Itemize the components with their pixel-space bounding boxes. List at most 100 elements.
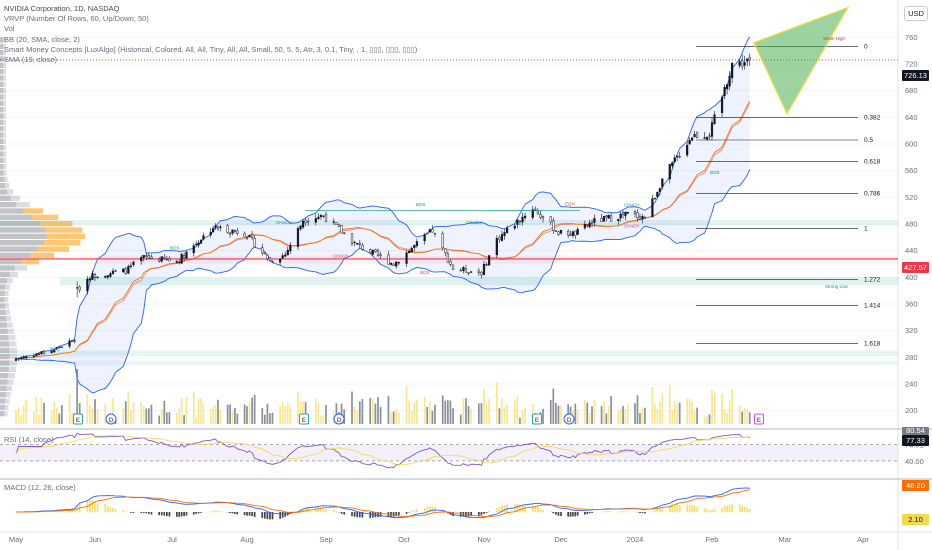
vrvp-bar-up (7, 189, 14, 195)
volume-bar (586, 402, 589, 424)
volume-bar (17, 407, 20, 424)
volume-bar (243, 404, 246, 424)
volume-bar (639, 413, 641, 424)
vrvp-bar-down (0, 202, 17, 208)
time-axis-tick: Sep (319, 535, 332, 544)
candle-body (536, 210, 539, 215)
macd-histogram-bar (741, 505, 744, 513)
smc-label: CHoCH (624, 203, 640, 208)
candle-body (691, 137, 694, 141)
macd-histogram-bar (584, 512, 586, 515)
candle-body (748, 57, 751, 61)
candle-body (500, 234, 504, 241)
macd-histogram-bar (214, 510, 217, 513)
volume-bar (35, 396, 38, 424)
volume-bar (183, 415, 185, 424)
candle-body (728, 75, 731, 87)
macd-histogram-bar (557, 512, 560, 516)
candle-body (600, 218, 603, 223)
volume-bar (212, 407, 214, 424)
macd-histogram-bar (253, 512, 256, 517)
macd-histogram-bar (200, 512, 202, 513)
volume-bar (748, 412, 751, 424)
candle-body (147, 255, 151, 259)
volume-bar (251, 397, 253, 424)
macd-pane (15, 487, 751, 520)
volume-bar (691, 401, 693, 424)
vrvp-bar-up (8, 373, 15, 379)
time-axis-tick: Jun (89, 535, 101, 544)
currency-button[interactable]: USD (904, 6, 928, 21)
vrvp-bar-down (0, 170, 4, 176)
candle-body (53, 349, 56, 353)
macd-histogram-bar (142, 512, 145, 513)
candle-body (358, 242, 361, 245)
volume-bar (297, 391, 299, 424)
macd-histogram-bar (68, 510, 71, 513)
candle-body (602, 216, 606, 222)
vrvp-bar-up (32, 214, 59, 220)
vrvp-bar-up (21, 259, 40, 265)
candle-body (185, 251, 188, 259)
candle-body (513, 225, 516, 229)
volume-bar (465, 398, 467, 424)
macd-label[interactable]: MACD (12, 26, close) (4, 483, 76, 492)
smc-label: Weak High (823, 36, 845, 41)
macd-histogram-bar (605, 511, 608, 513)
volume-bar (741, 411, 744, 424)
candle-body (523, 215, 527, 219)
macd-histogram-bar (728, 505, 731, 513)
vrvp-bar-up (3, 170, 7, 176)
rsi-label[interactable]: RSI (14, close) (4, 435, 54, 444)
macd-histogram-bar (586, 512, 589, 514)
candle-body (317, 216, 320, 220)
candle-body (431, 228, 434, 233)
candle-body (340, 224, 343, 234)
vrvp-bar-down (0, 50, 4, 56)
vrvp-bar-up (6, 322, 13, 328)
macd-histogram-bar (180, 512, 183, 517)
macd-histogram-bar (58, 510, 61, 513)
candle-body (150, 256, 153, 259)
vrvp-bar-down (0, 347, 10, 353)
volume-bar (555, 402, 557, 424)
macd-histogram-bar (377, 512, 379, 518)
rsi-value-tag: 77.33 (902, 435, 929, 446)
volume-bar (423, 397, 426, 424)
vrvp-bar-down (0, 138, 4, 144)
candle-body (444, 248, 447, 254)
macd-histogram-bar (488, 510, 490, 513)
macd-histogram-bar (351, 512, 353, 517)
volume-bar (248, 401, 251, 424)
volume-bar (713, 392, 716, 424)
vrvp-bar-down (0, 404, 5, 410)
candle-body (374, 249, 377, 252)
macd-histogram-bar (480, 512, 483, 516)
macd-histogram-bar (281, 512, 284, 518)
vrvp-bar-up (3, 157, 7, 163)
volume-bar (636, 395, 639, 424)
macd-histogram-bar (467, 512, 470, 517)
volume-bar (516, 395, 519, 424)
vrvp-bar-up (9, 347, 18, 353)
vrvp-bar-up (3, 69, 6, 75)
volume-bar (22, 405, 25, 424)
candle-body (726, 84, 729, 90)
vrvp-bar-down (0, 81, 4, 87)
candle-body (617, 219, 620, 221)
candle-body (516, 219, 519, 225)
macd-histogram-bar (576, 512, 579, 516)
macd-histogram-bar (713, 509, 716, 513)
vrvp-bar-down (0, 316, 7, 322)
volume-bar (302, 401, 304, 424)
candle-body (202, 235, 205, 240)
candle-body (619, 213, 622, 219)
macd-histogram-bar (574, 512, 577, 517)
vrvp-bar-down (0, 100, 4, 106)
candle-body (111, 270, 115, 274)
volume-bar (459, 414, 462, 424)
vrvp-bar-down (0, 297, 5, 303)
volume-bar (405, 385, 408, 424)
smc-label: EQH (565, 201, 575, 206)
